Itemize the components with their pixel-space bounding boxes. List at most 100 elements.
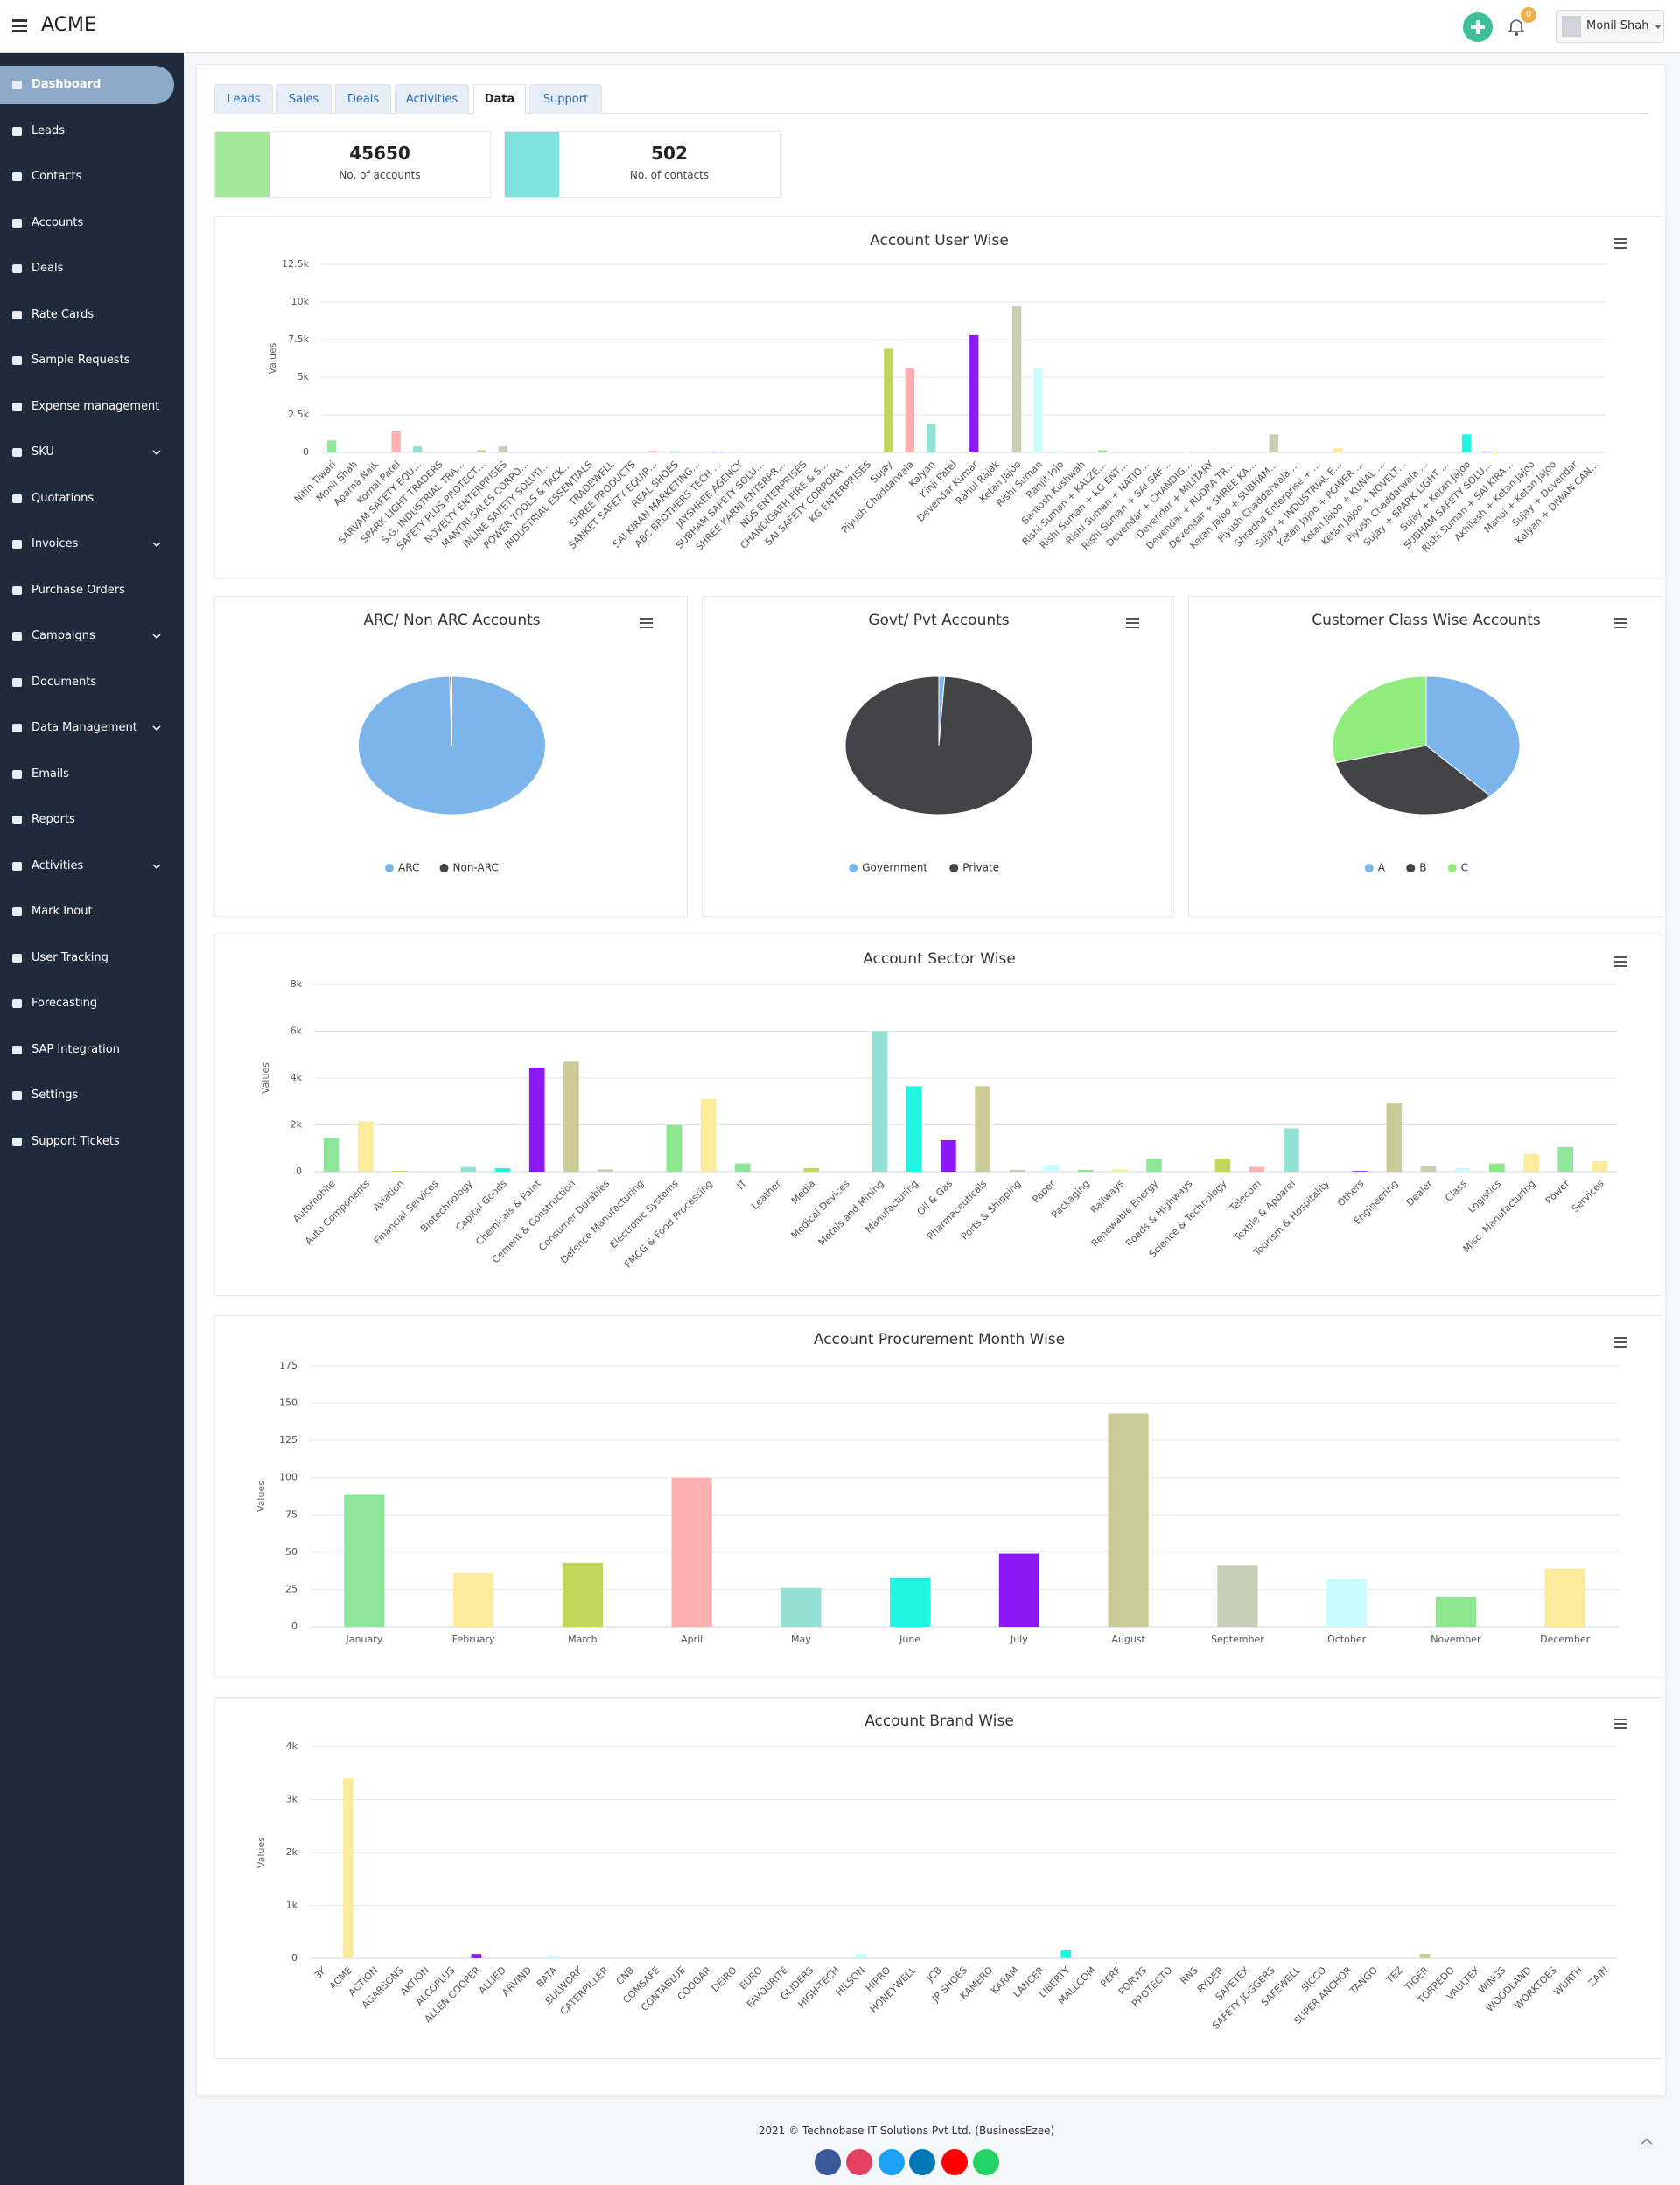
nav-item[interactable]: Deals <box>0 249 184 288</box>
legend-label[interactable]: A <box>1378 862 1386 874</box>
nav-item[interactable]: Purchase Orders <box>0 571 184 610</box>
chart-card: Account Procurement Month Wise 0 25 50 75 100… <box>214 1315 1662 1677</box>
nav-icon <box>12 494 22 503</box>
nav-item[interactable]: Rate Cards <box>0 296 184 334</box>
x-tick-label: Chemicals & Paint <box>473 1178 543 1248</box>
menu-line <box>1614 956 1628 958</box>
tab[interactable]: Support <box>529 84 602 114</box>
legend-label[interactable]: B <box>1419 862 1426 874</box>
legend-marker <box>1447 864 1457 872</box>
instagram[interactable] <box>846 2149 872 2175</box>
chart: Account User Wise 0 2.5k 5k 7.5k 10k 12.5k Valu… <box>267 232 1628 555</box>
nav-item[interactable]: Accounts <box>0 204 184 242</box>
nav-item[interactable]: Expense management <box>0 388 184 426</box>
legend-label[interactable]: Private <box>962 862 999 874</box>
nav-item[interactable]: SAP Integration <box>0 1031 184 1069</box>
nav-item[interactable]: Invoices <box>0 525 184 564</box>
legend-label[interactable]: C <box>1461 862 1468 874</box>
nav-item[interactable]: User Tracking <box>0 939 184 977</box>
linkedin[interactable] <box>909 2149 935 2175</box>
bar <box>1420 1166 1437 1172</box>
nav-item[interactable]: Contacts <box>0 158 184 196</box>
chart-menu[interactable] <box>1614 1337 1628 1348</box>
y-tick-label: 175 <box>279 1360 298 1371</box>
whatsapp[interactable] <box>973 2149 999 2175</box>
tab[interactable]: Data <box>473 84 526 114</box>
nav-item[interactable]: Reports <box>0 801 184 839</box>
menu-toggle[interactable] <box>12 18 30 35</box>
chart: Customer Class Wise Accounts A B C <box>1312 612 1628 874</box>
chart-menu[interactable] <box>1614 238 1628 249</box>
chart-menu[interactable] <box>1126 618 1139 628</box>
nav-item[interactable]: Emails <box>0 755 184 794</box>
nav-chevron <box>152 450 161 456</box>
bar <box>598 1169 613 1172</box>
bar <box>1249 1166 1265 1172</box>
menu-line <box>1614 238 1628 240</box>
bar <box>344 1494 385 1627</box>
nav-label: Mark Inout <box>32 905 93 918</box>
menu-line <box>1614 242 1628 244</box>
nav-label: Emails <box>32 767 69 781</box>
chart-card: Account Sector Wise 0 2k 4k 6k 8k Values Automo… <box>214 935 1662 1296</box>
bar <box>1033 368 1043 452</box>
x-tick-label: September <box>1211 1634 1264 1645</box>
nav-item[interactable]: Support Tickets <box>0 1123 184 1161</box>
nav-item[interactable]: Sample Requests <box>0 341 184 380</box>
tab[interactable]: Leads <box>214 84 273 114</box>
add-button[interactable] <box>1461 11 1494 44</box>
nav-item[interactable]: Activities <box>0 847 184 886</box>
caret <box>1655 25 1662 29</box>
nav-label: Expense management <box>32 399 160 413</box>
tab[interactable]: Sales <box>276 84 332 114</box>
stat-card: 502 No. of contacts <box>504 131 780 198</box>
menu-line <box>1126 622 1139 624</box>
bar <box>872 1031 888 1172</box>
bar <box>392 1171 408 1172</box>
y-axis-title: Values <box>256 1481 267 1512</box>
tab[interactable]: Activities <box>395 84 469 114</box>
social-links <box>815 2149 999 2175</box>
nav-item[interactable]: Documents <box>0 663 184 702</box>
nav-item[interactable]: Forecasting <box>0 984 184 1023</box>
chart-menu[interactable] <box>1614 956 1628 967</box>
nav-item[interactable]: SKU <box>0 433 184 472</box>
x-tick-label: RNS <box>1179 1964 1200 1986</box>
scroll-top[interactable] <box>1636 2135 1657 2149</box>
chart-menu[interactable] <box>1614 1719 1628 1729</box>
legend-label[interactable]: Government <box>862 862 928 874</box>
nav-label: Support Tickets <box>32 1134 120 1148</box>
tab[interactable]: Deals <box>335 84 391 114</box>
bar <box>1558 1146 1574 1172</box>
nav-item[interactable]: Settings <box>0 1076 184 1115</box>
nav-item[interactable]: Mark Inout <box>0 893 184 931</box>
chart-menu[interactable] <box>1614 618 1628 628</box>
nav-icon <box>12 861 22 871</box>
nav-label: Contacts <box>32 170 82 183</box>
nav-item[interactable]: Leads <box>0 112 184 151</box>
facebook[interactable] <box>815 2149 841 2175</box>
y-tick-label: 10k <box>291 296 310 307</box>
user-name: Monil Shah <box>1586 19 1649 32</box>
legend-label[interactable]: Non-ARC <box>453 862 499 874</box>
tab-bar: Leads Sales Deals Activities Data Support <box>214 82 1649 114</box>
notification-bell[interactable] <box>1507 16 1526 37</box>
chart-menu[interactable] <box>640 618 653 628</box>
legend-label[interactable]: ARC <box>398 862 419 874</box>
x-tick-label: December <box>1540 1634 1591 1645</box>
y-tick-label: 0 <box>291 1952 298 1964</box>
user-menu[interactable]: Monil Shah <box>1556 10 1664 43</box>
nav-chevron <box>152 725 161 732</box>
nav-label: Sample Requests <box>32 354 130 367</box>
nav-item[interactable]: Quotations <box>0 480 184 518</box>
nav-item[interactable]: Data Management <box>0 709 184 747</box>
nav-item[interactable]: Dashboard <box>0 66 174 104</box>
legend-marker <box>385 864 394 872</box>
nav-icon <box>12 585 22 595</box>
twitter[interactable] <box>878 2149 905 2175</box>
bar <box>1217 1565 1258 1627</box>
youtube[interactable] <box>942 2149 968 2175</box>
nav-label: Forecasting <box>32 997 98 1010</box>
nav-item[interactable]: Campaigns <box>0 617 184 655</box>
x-tick-label: 3K <box>312 1964 330 1981</box>
